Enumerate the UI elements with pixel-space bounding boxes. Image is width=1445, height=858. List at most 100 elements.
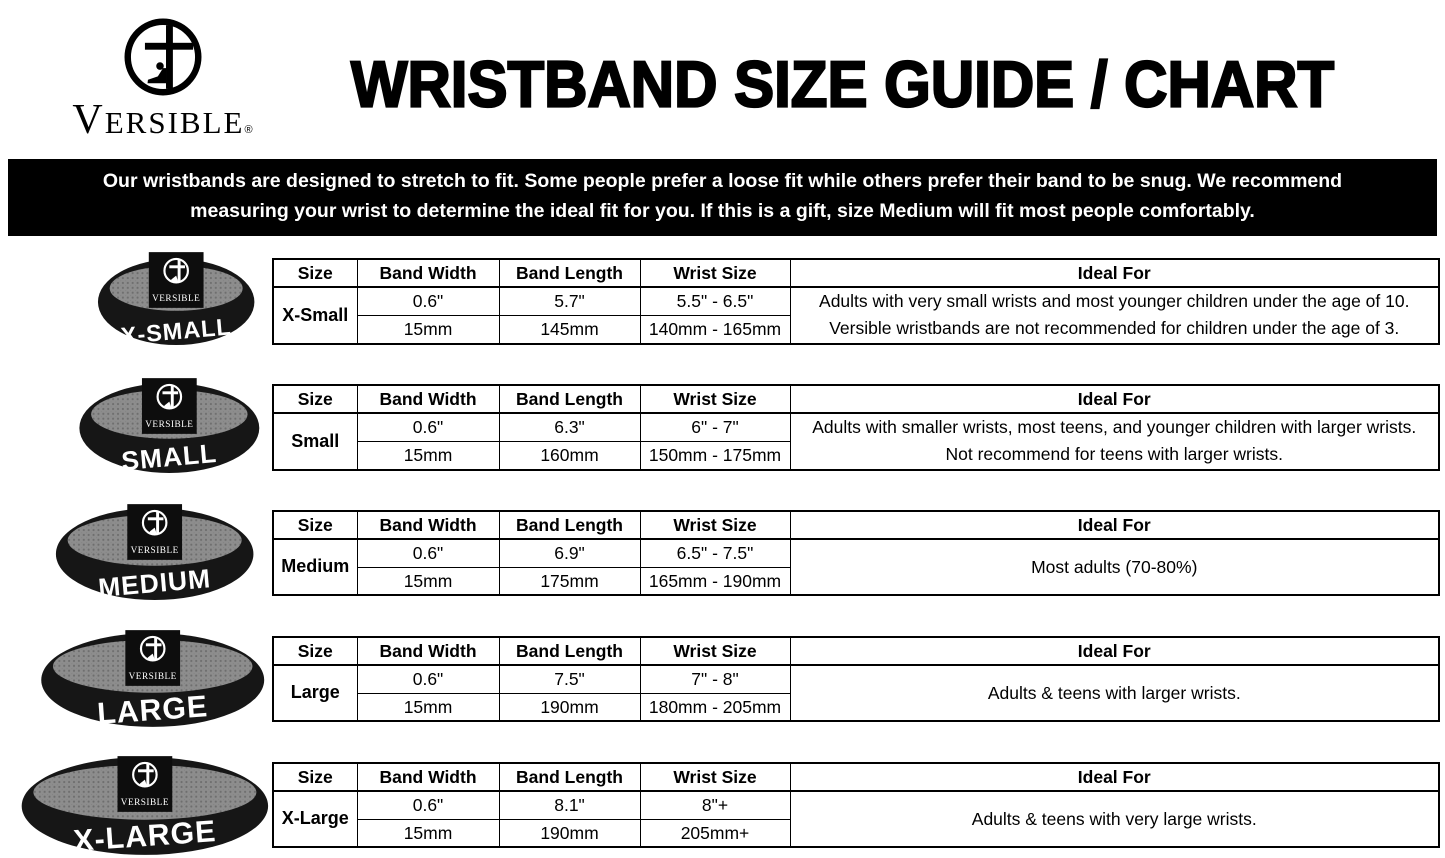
col-wrist-size: Wrist Size	[639, 258, 791, 289]
section-large: VERSIBLE LARGE Size Band Width Band Leng…	[8, 630, 1440, 732]
wristband-image-large: VERSIBLE LARGE	[8, 628, 272, 732]
band-length-mm: 160mm	[498, 440, 641, 471]
col-wrist-size: Wrist Size	[639, 384, 791, 415]
col-ideal-for: Ideal For	[789, 762, 1440, 793]
tag-brand-text: VERSIBLE	[131, 546, 179, 556]
wristband-image-x-large: VERSIBLE X-LARGE	[8, 754, 272, 858]
tag-brand-text: VERSIBLE	[129, 672, 177, 682]
brand-name-text: VERSIBLE	[72, 97, 245, 143]
page-title: WRISTBAND SIZE GUIDE / CHART	[350, 47, 1335, 122]
table-x-large: Size Band Width Band Length Wrist Size I…	[272, 762, 1440, 849]
ideal-for-cell: Adults & teens with larger wrists.	[789, 664, 1440, 722]
table-row: Large 0.6" 7.5" 7" - 8" Adults & teens w…	[272, 664, 1440, 722]
wrist-size-mm: 205mm+	[639, 818, 791, 848]
size-sections: VERSIBLE X-SMALL Size Band Width Band Le…	[0, 252, 1445, 858]
band-length-mm: 190mm	[498, 692, 641, 722]
brand-logo-block: VERSIBLE®	[55, 8, 270, 144]
col-band-length: Band Length	[498, 510, 641, 541]
ideal-for-line: Adults & teens with very large wrists.	[971, 808, 1257, 829]
band-width-in: 0.6"	[356, 412, 500, 442]
size-name-cell: X-Small	[272, 286, 358, 345]
band-width-mm: 15mm	[356, 440, 500, 471]
section-medium: VERSIBLE MEDIUM Size Band Width Band Len…	[8, 504, 1440, 606]
band-length-in: 7.5"	[498, 664, 641, 694]
band-width-mm: 15mm	[356, 566, 500, 596]
wrist-size-mm: 140mm - 165mm	[639, 314, 791, 345]
col-size: Size	[272, 510, 358, 541]
col-band-length: Band Length	[498, 636, 641, 667]
col-size: Size	[272, 258, 358, 289]
col-ideal-for: Ideal For	[789, 258, 1440, 289]
band-width-mm: 15mm	[356, 692, 500, 722]
col-band-length: Band Length	[498, 384, 641, 415]
col-wrist-size: Wrist Size	[639, 636, 791, 667]
table-row: 15mm 145mm 140mm - 165mm	[273, 314, 1439, 345]
wrist-size-in: 7" - 8"	[639, 664, 791, 694]
ideal-for-line: Most adults (70-80%)	[1031, 556, 1198, 577]
band-width-in: 0.6"	[356, 286, 500, 316]
ideal-for-cell: Adults with smaller wrists, most teens, …	[789, 412, 1440, 471]
col-size: Size	[272, 384, 358, 415]
brand-wordmark: VERSIBLE®	[55, 96, 270, 144]
col-ideal-for: Ideal For	[789, 510, 1440, 541]
band-width-mm: 15mm	[356, 818, 500, 848]
band-length-in: 8.1"	[498, 790, 641, 820]
size-name-cell: Small	[272, 412, 358, 471]
col-ideal-for: Ideal For	[789, 636, 1440, 667]
table-large: Size Band Width Band Length Wrist Size I…	[272, 636, 1440, 723]
wrist-size-mm: 165mm - 190mm	[639, 566, 791, 596]
ideal-for-cell: Adults & teens with very large wrists.	[789, 790, 1440, 848]
col-band-width: Band Width	[356, 762, 500, 793]
col-wrist-size: Wrist Size	[639, 510, 791, 541]
ideal-for-line: Adults with very small wrists and most y…	[819, 291, 1410, 312]
wristband-graphic-icon: VERSIBLE LARGE	[41, 630, 265, 731]
section-x-large: VERSIBLE X-LARGE Size Band Width Band Le…	[8, 756, 1440, 858]
col-size: Size	[272, 636, 358, 667]
band-length-mm: 190mm	[498, 818, 641, 848]
table-row: 15mm 160mm 150mm - 175mm	[273, 440, 1439, 471]
band-length-in: 5.7"	[498, 286, 641, 316]
wrist-size-in: 6" - 7"	[639, 412, 791, 442]
header-row: Size Band Width Band Length Wrist Size I…	[272, 258, 1440, 289]
band-length-in: 6.3"	[498, 412, 641, 442]
ideal-for-cell: Adults with very small wrists and most y…	[789, 286, 1440, 345]
col-wrist-size: Wrist Size	[639, 762, 791, 793]
tag-brand-text: VERSIBLE	[145, 420, 193, 430]
ideal-for-line: Adults with smaller wrists, most teens, …	[812, 417, 1417, 438]
col-band-width: Band Width	[356, 636, 500, 667]
band-width-in: 0.6"	[356, 790, 500, 820]
col-band-width: Band Width	[356, 258, 500, 289]
tag-brand-text: VERSIBLE	[152, 294, 200, 304]
section-small: VERSIBLE SMALL Size Band Width Band Leng…	[8, 378, 1440, 480]
wristband-graphic-icon: VERSIBLE MEDIUM	[55, 504, 254, 603]
banner-line-2: measuring your wrist to determine the id…	[190, 199, 1255, 222]
wrist-size-mm: 180mm - 205mm	[639, 692, 791, 722]
ideal-for-line: Adults & teens with larger wrists.	[987, 682, 1241, 703]
band-width-in: 0.6"	[356, 538, 500, 568]
header-row: Size Band Width Band Length Wrist Size I…	[272, 384, 1440, 415]
wristband-graphic-icon: VERSIBLE SMALL	[79, 378, 260, 477]
table-row: 15mm 175mm 165mm - 190mm	[273, 566, 1439, 596]
table-medium: Size Band Width Band Length Wrist Size I…	[272, 510, 1440, 597]
table-small: Size Band Width Band Length Wrist Size I…	[272, 384, 1440, 471]
ideal-for-line: Not recommend for teens with larger wris…	[945, 444, 1283, 465]
tag-brand-text: VERSIBLE	[121, 798, 169, 808]
table-row: Small 0.6" 6.3" 6" - 7" Adults with smal…	[272, 412, 1440, 471]
banner-line-1: Our wristbands are designed to stretch t…	[102, 170, 1343, 192]
table-row: 15mm 190mm 180mm - 205mm	[273, 692, 1439, 722]
ideal-for-line: Versible wristbands are not recommended …	[829, 318, 1400, 339]
col-ideal-for: Ideal For	[789, 384, 1440, 415]
wristband-graphic-icon: VERSIBLE X-LARGE	[21, 756, 269, 858]
ideal-for-cell: Most adults (70-80%)	[789, 538, 1440, 596]
page-header: VERSIBLE® WRISTBAND SIZE GUIDE / CHART	[0, 0, 1445, 155]
header-row: Size Band Width Band Length Wrist Size I…	[272, 636, 1440, 667]
table-row: X-Large 0.6" 8.1" 8"+ Adults & teens wit…	[272, 790, 1440, 848]
col-band-width: Band Width	[356, 510, 500, 541]
band-length-in: 6.9"	[498, 538, 641, 568]
col-band-length: Band Length	[498, 762, 641, 793]
wrist-size-in: 5.5" - 6.5"	[639, 286, 791, 316]
wrist-size-in: 6.5" - 7.5"	[639, 538, 791, 568]
band-width-in: 0.6"	[356, 664, 500, 694]
col-band-length: Band Length	[498, 258, 641, 289]
section-x-small: VERSIBLE X-SMALL Size Band Width Band Le…	[8, 252, 1440, 354]
